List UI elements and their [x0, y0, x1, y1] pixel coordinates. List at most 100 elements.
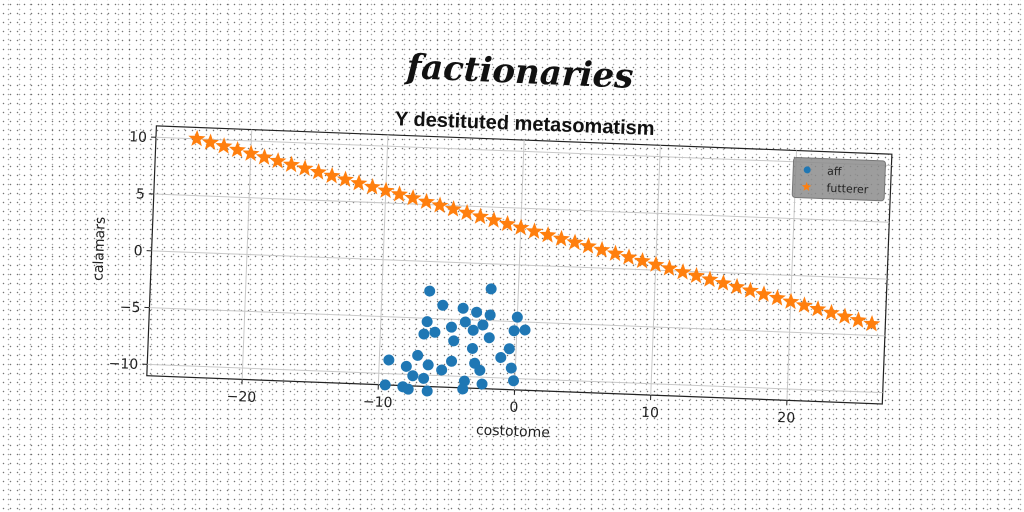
- star-point: [323, 166, 341, 184]
- star-point: [431, 196, 449, 213]
- star-point: [593, 240, 611, 258]
- star-point: [768, 289, 786, 306]
- star-point: [552, 229, 570, 247]
- x-tick-label: 20: [777, 410, 795, 427]
- y-tick-label: 10: [129, 129, 147, 146]
- circle-point: [457, 302, 469, 314]
- star-point: [633, 252, 651, 269]
- star-point: [566, 233, 584, 250]
- star-point: [188, 129, 206, 147]
- y-grid-line: [151, 250, 888, 280]
- legend-star-swatch: [801, 181, 812, 192]
- circle-point: [446, 355, 458, 367]
- star-point: [687, 266, 705, 284]
- star-point: [282, 155, 301, 173]
- star-point: [647, 255, 665, 273]
- star-point: [444, 200, 462, 217]
- circle-point: [476, 378, 488, 390]
- circle-point: [445, 321, 457, 333]
- star-point: [296, 159, 314, 176]
- star-point: [255, 148, 273, 165]
- circle-point: [422, 359, 434, 371]
- star-point: [336, 170, 354, 188]
- star-point: [701, 270, 719, 288]
- star-point: [309, 163, 327, 180]
- star-point: [620, 248, 638, 265]
- circle-point: [429, 326, 441, 338]
- circle-point: [508, 325, 520, 337]
- grid-lines: [147, 129, 892, 401]
- y-axis-ticks: −10 −5 0 5 10: [108, 129, 156, 373]
- star-point: [782, 292, 800, 310]
- circle-point: [519, 324, 531, 336]
- legend: aff futterer: [791, 157, 886, 202]
- chart-title: Y destituted metasomatism: [395, 108, 655, 140]
- y-tick-label: 0: [133, 243, 143, 259]
- star-point: [741, 281, 759, 299]
- legend-label: aff: [827, 165, 842, 179]
- star-point: [498, 214, 516, 232]
- series-futterer: [188, 129, 881, 332]
- star-point: [404, 189, 422, 206]
- legend-box: [791, 157, 886, 202]
- star-point: [849, 311, 867, 328]
- star-point: [228, 140, 246, 158]
- circle-point: [400, 360, 412, 372]
- y-grid-line: [155, 136, 892, 167]
- star-point: [242, 144, 260, 162]
- star-point: [539, 226, 557, 243]
- circle-point: [511, 311, 523, 323]
- circle-point: [418, 372, 430, 384]
- star-point: [863, 315, 881, 332]
- circle-point: [448, 335, 460, 347]
- star-point: [215, 137, 233, 154]
- star-point: [755, 285, 773, 302]
- star-point: [714, 274, 732, 291]
- star-point: [728, 277, 746, 295]
- star-point: [822, 303, 840, 321]
- circle-point: [459, 316, 471, 328]
- star-point: [363, 177, 381, 195]
- circle-point: [495, 351, 507, 363]
- star-point: [417, 192, 436, 210]
- star-point: [377, 181, 395, 199]
- x-tick-label: 10: [641, 405, 659, 422]
- star-point: [579, 237, 597, 254]
- star-point: [606, 244, 624, 262]
- star-point: [458, 203, 476, 221]
- star-point: [809, 300, 827, 317]
- circle-point: [467, 324, 479, 336]
- x-axis-label: costotome: [476, 422, 550, 441]
- star-point: [795, 296, 813, 313]
- circle-point: [412, 349, 424, 361]
- y-tick-label: −5: [119, 299, 140, 316]
- circle-point: [383, 354, 395, 366]
- circle-point: [424, 285, 436, 297]
- circle-point: [469, 357, 481, 369]
- star-point: [836, 307, 854, 325]
- circle-point: [503, 343, 515, 355]
- circle-point: [457, 383, 469, 395]
- circle-point: [402, 383, 414, 395]
- star-point: [350, 174, 368, 191]
- circle-point: [485, 283, 497, 295]
- star-point: [390, 185, 408, 202]
- y-tick-label: 5: [136, 186, 146, 202]
- circle-point: [466, 342, 478, 354]
- circle-point: [379, 379, 391, 391]
- star-point: [660, 259, 678, 276]
- y-axis-label: calamars: [90, 217, 108, 282]
- circle-point: [421, 385, 433, 397]
- circle-point: [505, 362, 517, 374]
- circle-point: [471, 306, 483, 318]
- star-point: [512, 218, 530, 236]
- legend-label: futterer: [826, 182, 869, 197]
- star-point: [674, 263, 692, 280]
- data-marks: [188, 129, 881, 397]
- legend-circle-swatch: [803, 166, 811, 174]
- star-point: [471, 207, 489, 225]
- circle-point: [421, 316, 433, 328]
- x-tick-label: 0: [509, 400, 519, 416]
- star-point: [525, 222, 543, 239]
